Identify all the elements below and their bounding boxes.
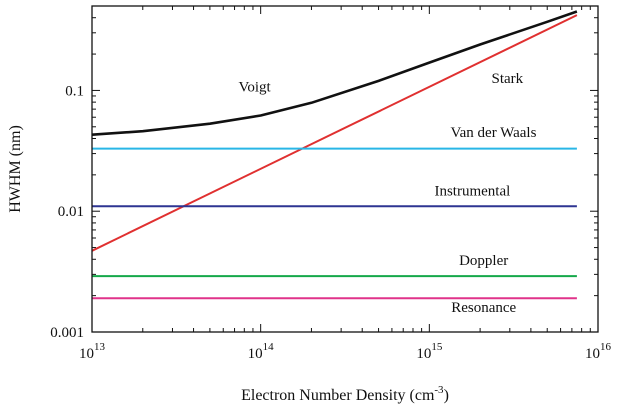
y-tick-label: 0.001 [50,325,84,341]
y-axis-title: HWHM (nm) [7,125,24,213]
x-tick-label: 1013 [79,341,106,362]
x-axis-title-main: Electron Number Density (cm [241,387,435,404]
series-label-stark: Stark [491,71,523,87]
y-tick-label: 0.01 [58,204,84,220]
x-tick-label: 1015 [416,341,443,362]
x-tick-label: 1016 [585,341,612,362]
series-label-van-der-waals: Van der Waals [450,125,536,141]
y-tick-label: 0.1 [65,83,84,99]
series-line-voigt [91,10,578,136]
x-axis-title-sup: -3 [434,384,444,396]
x-tick-label: 1014 [248,341,275,362]
plot-frame [91,5,599,333]
series-label-resonance: Resonance [451,300,516,316]
axes: 1013 1014 1015 1016 0.001 0.01 0.1 [50,5,612,362]
series-line-stark [91,14,578,252]
x-axis-title-tail: ) [444,387,449,404]
series-label-doppler: Doppler [459,253,508,269]
series-label-voigt: Voigt [238,79,271,95]
series-label-instrumental: Instrumental [434,183,510,199]
series-group [91,10,578,300]
series-labels: Voigt Stark Van der Waals Instrumental Doppl… [238,71,536,316]
x-axis-title: Electron Number Density (cm-3) [241,384,449,404]
